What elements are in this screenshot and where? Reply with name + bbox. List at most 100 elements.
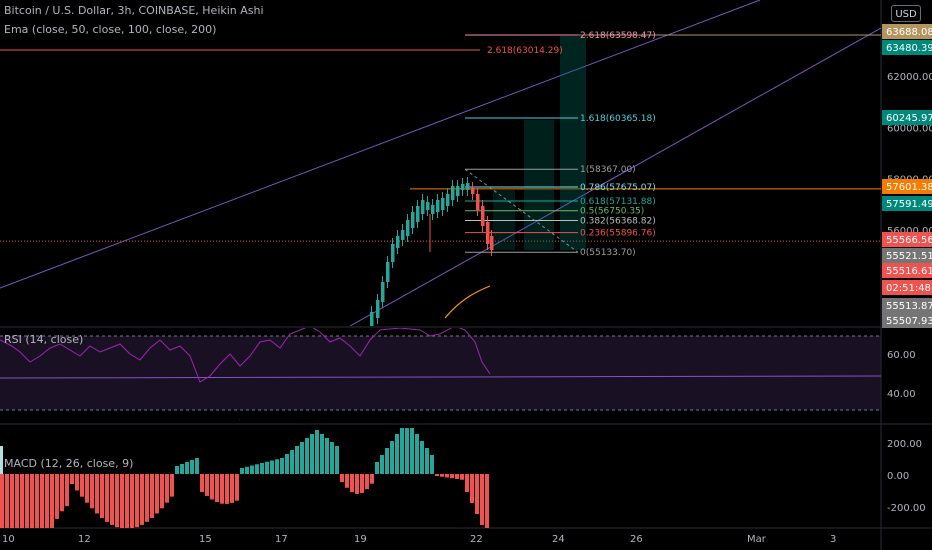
macd-histogram-bar[interactable] xyxy=(440,474,444,477)
macd-histogram-bar[interactable] xyxy=(460,474,464,480)
macd-histogram-bar[interactable] xyxy=(10,474,14,550)
macd-histogram-bar[interactable] xyxy=(90,474,94,509)
macd-histogram-bar[interactable] xyxy=(50,474,54,528)
macd-histogram-bar[interactable] xyxy=(60,474,64,512)
candle[interactable] xyxy=(446,194,450,206)
macd-histogram-bar[interactable] xyxy=(165,474,169,503)
rsi-line[interactable] xyxy=(0,326,491,383)
macd-histogram-bar[interactable] xyxy=(155,474,159,514)
macd-histogram-bar[interactable] xyxy=(405,420,409,474)
macd-histogram-bar[interactable] xyxy=(0,474,4,534)
fib-trend-line[interactable] xyxy=(464,168,579,253)
macd-histogram-bar[interactable] xyxy=(200,474,204,492)
macd-histogram-bar[interactable] xyxy=(110,474,114,525)
macd-histogram-bar[interactable] xyxy=(445,474,449,478)
macd-histogram-bar[interactable] xyxy=(35,474,39,550)
macd-histogram-bar[interactable] xyxy=(390,441,394,474)
macd-histogram-bar[interactable] xyxy=(55,474,59,519)
candle[interactable] xyxy=(490,236,494,250)
macd-histogram-bar[interactable] xyxy=(395,434,399,474)
macd-histogram-bar[interactable] xyxy=(430,455,434,474)
macd-histogram-bar[interactable] xyxy=(140,474,144,525)
macd-histogram-bar[interactable] xyxy=(225,474,229,504)
macd-histogram-bar[interactable] xyxy=(105,474,109,522)
macd-histogram-bar[interactable] xyxy=(290,450,294,474)
macd-histogram-bar[interactable] xyxy=(125,474,129,529)
macd-histogram-bar[interactable] xyxy=(250,465,254,475)
macd-histogram-bar[interactable] xyxy=(130,474,134,529)
macd-histogram-bar[interactable] xyxy=(0,446,3,474)
macd-histogram-bar[interactable] xyxy=(295,446,299,474)
macd-histogram-bar[interactable] xyxy=(455,474,459,479)
macd-histogram-bar[interactable] xyxy=(365,474,369,490)
macd-pane[interactable] xyxy=(0,420,489,550)
macd-histogram-bar[interactable] xyxy=(40,474,44,548)
macd-histogram-bar[interactable] xyxy=(115,474,119,528)
macd-histogram-bar[interactable] xyxy=(450,474,454,479)
candle[interactable] xyxy=(466,183,470,190)
macd-histogram-bar[interactable] xyxy=(230,474,234,503)
macd-histogram-bar[interactable] xyxy=(245,466,249,474)
macd-histogram-bar[interactable] xyxy=(335,446,339,474)
currency-button[interactable]: USD xyxy=(891,5,921,22)
macd-histogram-bar[interactable] xyxy=(330,442,334,474)
macd-histogram-bar[interactable] xyxy=(465,474,469,492)
rsi-trendline[interactable] xyxy=(0,375,881,379)
candle[interactable] xyxy=(396,236,400,248)
candle[interactable] xyxy=(456,186,460,196)
candle[interactable] xyxy=(376,300,380,318)
macd-histogram-bar[interactable] xyxy=(400,427,404,474)
macd-histogram-bar[interactable] xyxy=(75,474,79,491)
macd-histogram-bar[interactable] xyxy=(285,454,289,474)
macd-histogram-bar[interactable] xyxy=(135,474,139,528)
macd-histogram-bar[interactable] xyxy=(260,463,264,474)
macd-histogram-bar[interactable] xyxy=(100,474,104,519)
macd-histogram-bar[interactable] xyxy=(385,448,389,474)
macd-histogram-bar[interactable] xyxy=(355,474,359,494)
candle[interactable] xyxy=(451,186,455,200)
macd-histogram-bar[interactable] xyxy=(160,474,164,509)
macd-histogram-bar[interactable] xyxy=(150,474,154,518)
candle[interactable] xyxy=(421,200,425,214)
ascending-trendline-upper[interactable] xyxy=(0,0,761,289)
macd-histogram-bar[interactable] xyxy=(210,474,214,500)
macd-histogram-bar[interactable] xyxy=(205,474,209,496)
symbol-legend[interactable]: Bitcoin / U.S. Dollar, 3h, COINBASE, Hei… xyxy=(4,4,264,17)
macd-histogram-bar[interactable] xyxy=(275,459,279,474)
macd-histogram-bar[interactable] xyxy=(170,474,174,497)
macd-histogram-bar[interactable] xyxy=(415,434,419,474)
macd-histogram-bar[interactable] xyxy=(45,474,49,538)
macd-histogram-bar[interactable] xyxy=(265,461,269,474)
candle[interactable] xyxy=(436,200,440,212)
candle[interactable] xyxy=(426,202,430,210)
macd-histogram-bar[interactable] xyxy=(185,462,189,474)
macd-histogram-bar[interactable] xyxy=(20,474,24,550)
macd-histogram-bar[interactable] xyxy=(375,462,379,474)
macd-histogram-bar[interactable] xyxy=(120,474,124,529)
macd-legend[interactable]: MACD (12, 26, close, 9) xyxy=(4,457,134,470)
macd-histogram-bar[interactable] xyxy=(370,474,374,484)
macd-histogram-bar[interactable] xyxy=(65,474,69,507)
macd-histogram-bar[interactable] xyxy=(350,474,354,493)
macd-histogram-bar[interactable] xyxy=(325,438,329,474)
macd-histogram-bar[interactable] xyxy=(340,474,344,482)
candle[interactable] xyxy=(476,194,480,210)
macd-histogram-bar[interactable] xyxy=(25,474,29,550)
macd-histogram-bar[interactable] xyxy=(215,474,219,503)
macd-histogram-bar[interactable] xyxy=(190,460,194,474)
macd-histogram-bar[interactable] xyxy=(235,474,239,501)
macd-histogram-bar[interactable] xyxy=(410,427,414,474)
macd-histogram-bar[interactable] xyxy=(180,464,184,474)
candle[interactable] xyxy=(411,212,415,228)
ascending-trendline-lower[interactable] xyxy=(349,27,881,326)
macd-histogram-bar[interactable] xyxy=(255,464,259,474)
macd-histogram-bar[interactable] xyxy=(420,441,424,474)
ema-legend[interactable]: Ema (close, 50, close, 100, close, 200) xyxy=(4,23,217,36)
macd-histogram-bar[interactable] xyxy=(380,455,384,474)
macd-histogram-bar[interactable] xyxy=(425,448,429,474)
macd-histogram-bar[interactable] xyxy=(145,474,149,522)
macd-histogram-bar[interactable] xyxy=(485,474,489,536)
candle[interactable] xyxy=(401,230,405,240)
ema-line[interactable] xyxy=(444,285,491,319)
